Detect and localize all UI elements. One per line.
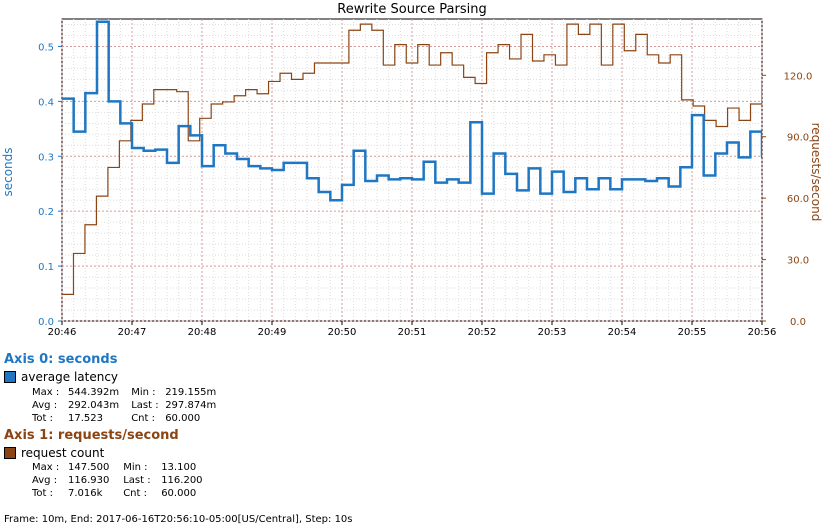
stat-min-label: Min :	[123, 462, 148, 473]
series-average-latency	[62, 20, 762, 202]
right-tick-label: 120.0	[784, 71, 813, 82]
series-request-count	[62, 23, 762, 295]
right-tick-label: 60.0	[787, 194, 809, 205]
stat-tot-label: Tot :	[32, 488, 53, 499]
stat-tot: 7.016k	[68, 488, 103, 499]
legend-latency-swatch	[4, 371, 16, 383]
left-tick-label: 0.5	[38, 42, 54, 53]
legend-latency-label: average latency	[21, 370, 119, 384]
stat-cnt-label: Cnt :	[123, 488, 147, 499]
x-axis-ticks: 20:46 20:47 20:48 20:49 20:50 20:51 20:52 20:53…	[48, 321, 777, 338]
stat-avg-label: Avg :	[32, 400, 58, 411]
stat-min: 219.155m	[165, 387, 217, 398]
x-tick-label: 20:56	[748, 327, 777, 338]
right-axis-label: requests/second	[809, 123, 823, 222]
stat-max-label: Max :	[32, 462, 60, 473]
left-axis-label: seconds	[1, 147, 15, 196]
stat-min: 13.100	[161, 462, 197, 473]
stat-cnt-label: Cnt :	[131, 413, 155, 424]
legend-axis1-title: Axis 1: requests/second	[4, 428, 179, 443]
left-axis-ticks: 0.0 0.1 0.2 0.3 0.4 0.5	[38, 42, 62, 328]
x-tick-label: 20:55	[678, 327, 707, 338]
stat-cnt: 60.000	[165, 413, 201, 424]
legend-latency-stats: Max : 544.392m Min : 219.155m Avg : 292.043…	[32, 386, 216, 425]
x-tick-label: 20:46	[48, 327, 77, 338]
x-tick-label: 20:49	[258, 327, 287, 338]
x-tick-label: 20:51	[398, 327, 427, 338]
stat-max: 544.392m	[68, 387, 120, 398]
right-tick-label: 90.0	[787, 133, 809, 144]
stat-cnt: 60.000	[161, 488, 197, 499]
chart-title: Rewrite Source Parsing	[337, 2, 487, 17]
stat-last-label: Last :	[123, 475, 151, 486]
x-tick-label: 20:52	[468, 327, 497, 338]
stat-avg-label: Avg :	[32, 475, 58, 486]
x-tick-label: 20:50	[328, 327, 357, 338]
requests-line	[62, 23, 762, 295]
stat-max-label: Max :	[32, 387, 60, 398]
legend-requests-label: request count	[21, 446, 105, 460]
x-tick-label: 20:47	[118, 327, 147, 338]
legend-latency-row: average latency	[4, 370, 118, 384]
stat-last: 297.874m	[165, 400, 217, 411]
stat-last-label: Last :	[131, 400, 159, 411]
legend-requests-row: request count	[4, 446, 104, 460]
left-tick-label: 0.1	[38, 262, 54, 273]
x-tick-label: 20:54	[608, 327, 637, 338]
left-tick-label: 0.2	[38, 207, 54, 218]
stat-tot: 17.523	[68, 413, 103, 424]
stat-max: 147.500	[68, 462, 110, 473]
right-tick-label: 0.0	[790, 317, 806, 328]
latency-line	[62, 20, 762, 202]
left-tick-label: 0.3	[38, 152, 54, 163]
right-axis-ticks: 0.0 30.0 60.0 90.0 120.0	[762, 71, 812, 328]
x-tick-label: 20:48	[188, 327, 217, 338]
legend-axis0-title: Axis 0: seconds	[4, 352, 118, 367]
chart: Rewrite Source Parsing 0.00.10.20.30.40.…	[1, 2, 823, 338]
legend-requests-stats: Max : 147.500 Min : 13.100 Avg : 116.930 La…	[32, 461, 203, 500]
grid	[61, 18, 763, 322]
stat-min-label: Min :	[131, 387, 156, 398]
left-tick-label: 0.0	[38, 317, 54, 328]
x-tick-label: 20:53	[538, 327, 567, 338]
stat-last: 116.200	[161, 475, 203, 486]
stat-avg: 292.043m	[68, 400, 120, 411]
stat-tot-label: Tot :	[32, 413, 53, 424]
right-tick-label: 30.0	[787, 256, 809, 267]
left-tick-label: 0.4	[38, 97, 54, 108]
legend-requests-swatch	[4, 447, 16, 459]
stat-avg: 116.930	[68, 475, 110, 486]
footer-frame-info: Frame: 10m, End: 2017-06-16T20:56:10-05:…	[4, 514, 353, 525]
